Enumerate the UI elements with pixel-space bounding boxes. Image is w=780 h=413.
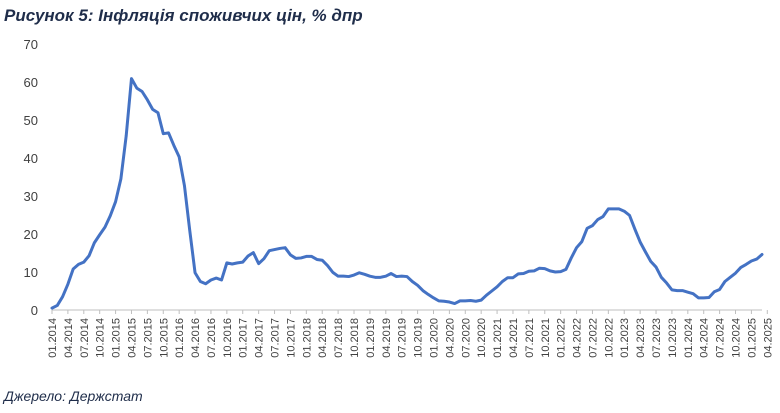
x-tick-label: 07.2023 <box>651 318 663 358</box>
x-tick-label: 07.2019 <box>397 318 409 358</box>
x-tick-label: 07.2017 <box>270 318 282 358</box>
y-tick-label: 20 <box>24 227 38 242</box>
x-tick-label: 07.2022 <box>587 318 599 358</box>
y-tick-label: 70 <box>24 37 38 52</box>
x-tick-label: 07.2018 <box>333 318 345 358</box>
x-axis-ticks: 01.2014 04.2014 07.2014 10.2014 01.2015 04.20… <box>47 318 774 358</box>
x-tick-label: 01.2025 <box>746 318 758 358</box>
x-tick-label: 10.2017 <box>285 318 297 358</box>
x-tick-label: 04.2017 <box>254 318 266 358</box>
chart-title: Рисунок 5: Інфляція споживчих цін, % дпр <box>4 6 363 25</box>
y-axis-ticks: 0 10 20 30 40 50 60 70 <box>24 37 38 318</box>
x-tick-label: 01.2017 <box>238 318 250 358</box>
x-tick-label: 01.2024 <box>683 318 695 358</box>
x-tick-label: 01.2020 <box>428 318 440 358</box>
x-tick-label: 04.2023 <box>635 318 647 358</box>
x-tick-label: 10.2021 <box>540 318 552 358</box>
x-tick-label: 01.2018 <box>301 318 313 358</box>
y-tick-label: 30 <box>24 189 38 204</box>
x-tick-label: 04.2018 <box>317 318 329 358</box>
x-tick-label: 07.2020 <box>460 318 472 358</box>
x-tick-label: 10.2019 <box>413 318 425 358</box>
x-tick-label: 04.2021 <box>508 318 520 358</box>
x-tick-label: 07.2014 <box>79 318 91 358</box>
x-tick-label: 01.2023 <box>619 318 631 358</box>
x-tick-label: 01.2015 <box>111 318 123 358</box>
x-tick-label: 07.2021 <box>524 318 536 358</box>
x-tick-label: 04.2016 <box>190 318 202 358</box>
x-tick-label: 04.2025 <box>762 318 774 358</box>
x-tick-label: 10.2023 <box>667 318 679 358</box>
x-tick-label: 10.2020 <box>476 318 488 358</box>
x-tick-label: 07.2024 <box>715 318 727 358</box>
x-tick-label: 10.2024 <box>731 318 743 358</box>
x-tick-label: 04.2019 <box>381 318 393 358</box>
x-tick-label: 04.2022 <box>572 318 584 358</box>
y-tick-label: 60 <box>24 75 38 90</box>
x-tick-label: 01.2019 <box>365 318 377 358</box>
x-tick-label: 04.2024 <box>699 318 711 358</box>
x-tick-label: 10.2014 <box>95 318 107 358</box>
x-tick-label: 07.2016 <box>206 318 218 358</box>
x-tick-label: 04.2014 <box>63 318 75 358</box>
x-tick-label: 01.2021 <box>492 318 504 358</box>
chart-source: Джерело: Держстат <box>4 388 143 404</box>
x-tick-label: 04.2020 <box>444 318 456 358</box>
x-tick-label: 07.2015 <box>142 318 154 358</box>
x-tick-label: 01.2016 <box>174 318 186 358</box>
x-tick-label: 04.2015 <box>126 318 138 358</box>
x-axis-tick-marks <box>51 310 768 314</box>
series-line <box>50 77 764 310</box>
x-tick-label: 10.2015 <box>158 318 170 358</box>
y-tick-label: 50 <box>24 113 38 128</box>
y-tick-label: 0 <box>31 303 38 318</box>
x-tick-label: 10.2022 <box>603 318 615 358</box>
x-tick-label: 01.2022 <box>556 318 568 358</box>
x-tick-label: 10.2016 <box>222 318 234 358</box>
x-tick-label: 01.2014 <box>47 318 59 358</box>
y-tick-label: 10 <box>24 265 38 280</box>
y-tick-label: 40 <box>24 151 38 166</box>
x-tick-label: 10.2018 <box>349 318 361 358</box>
